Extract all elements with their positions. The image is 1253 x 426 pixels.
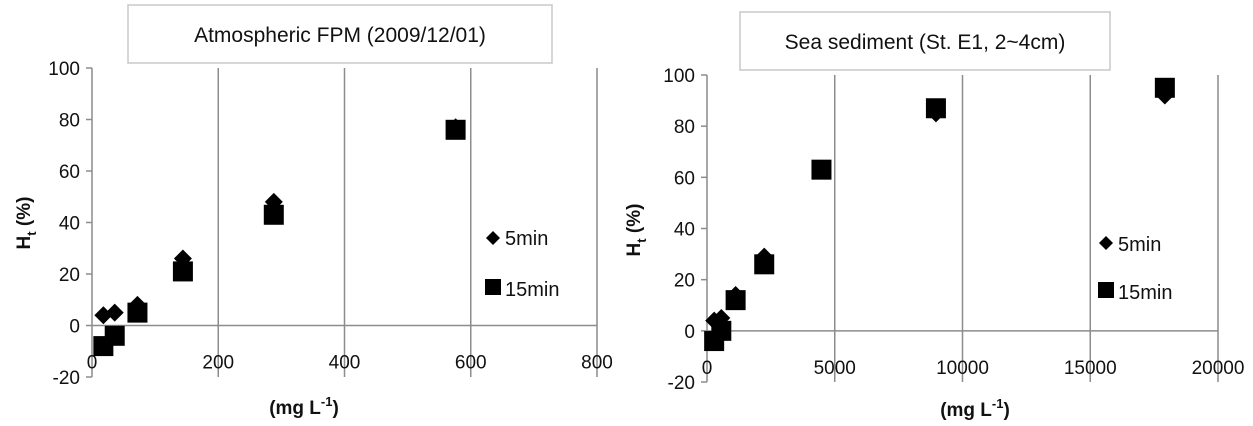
x-tick-label: 5000 xyxy=(814,358,856,379)
point-15min-17920 xyxy=(1154,77,1175,98)
x-axis-title: (mg L-1) xyxy=(269,394,339,419)
chart-sea-sediment: Sea sediment (St. E1, 2~4cm) 0 5000 10000 1… xyxy=(624,11,1245,421)
chart-title: Atmospheric FPM (2009/12/01) xyxy=(194,24,486,47)
y-tick-label: 60 xyxy=(59,162,80,183)
legend-marker-15min xyxy=(1098,282,1114,298)
y-axis-title-text: H xyxy=(624,243,645,257)
point-15min-72 xyxy=(127,302,148,323)
x-tick-label: 800 xyxy=(581,353,613,374)
y-axis-title-unit: (%) xyxy=(14,197,35,232)
x-tick-label: 600 xyxy=(455,353,487,374)
x-tick-label: 20000 xyxy=(1192,358,1245,379)
point-15min-2240 xyxy=(754,254,775,275)
x-axis-title-text: (mg L xyxy=(269,398,321,419)
y-axis-title-sub: t xyxy=(634,238,649,243)
y-tick-label: 100 xyxy=(663,66,695,87)
x-axis-title-end: ) xyxy=(332,398,338,419)
y-tick-label: -20 xyxy=(53,368,80,389)
legend-marker-5min xyxy=(486,231,500,245)
y-tick-label: 80 xyxy=(674,117,695,138)
point-15min-8960 xyxy=(925,98,946,119)
legend-marker-15min xyxy=(485,279,501,295)
point-15min-144 xyxy=(172,261,193,282)
y-tick-label: 80 xyxy=(59,111,80,132)
x-tick-label: 10000 xyxy=(936,358,989,379)
y-tick-label: 40 xyxy=(59,214,80,235)
legend-marker-5min xyxy=(1099,236,1113,250)
point-15min-4480 xyxy=(811,159,832,180)
y-tick-label: 60 xyxy=(674,168,695,189)
x-gridlines xyxy=(834,75,1219,382)
legend-label-15min: 15min xyxy=(505,279,559,301)
x-tick-label: 400 xyxy=(329,353,361,374)
x-axis-title: (mg L-1) xyxy=(940,396,1010,421)
chart-title-box xyxy=(127,4,553,64)
y-axis-title: Ht (%) xyxy=(624,204,649,257)
chart-title-box xyxy=(739,11,1111,71)
x-axis-title-sup: -1 xyxy=(321,394,333,409)
legend-label-15min: 15min xyxy=(1118,282,1172,304)
y-axis-title-unit: (%) xyxy=(624,204,645,239)
x-tick-label: 200 xyxy=(202,353,234,374)
y-axis-title-sub: t xyxy=(24,231,39,236)
legend-label-5min: 5min xyxy=(505,228,548,250)
legend-label-5min: 5min xyxy=(1118,234,1161,256)
y-tick-label: 0 xyxy=(684,322,695,343)
x-tick-labels: 0 5000 10000 15000 20000 xyxy=(702,358,1245,379)
point-5min-36 xyxy=(105,303,124,322)
point-15min-36 xyxy=(104,325,125,346)
y-tick-labels: -20 0 20 40 60 80 100 xyxy=(48,59,80,389)
point-15min-288 xyxy=(263,204,284,225)
y-axis-title-text: H xyxy=(14,236,35,250)
y-tick-label: 20 xyxy=(674,271,695,292)
chart-atmospheric-fpm: Atmospheric FPM (2009/12/01) 0 200 400 600 8… xyxy=(14,4,613,419)
data-points xyxy=(93,118,466,357)
point-15min-1120 xyxy=(725,290,746,311)
y-tick-labels: -20 0 20 40 60 80 100 xyxy=(663,66,695,394)
x-axis-title-sup: -1 xyxy=(992,396,1004,411)
legend: 5min 15min xyxy=(485,228,559,301)
y-tick-label: -20 xyxy=(668,373,695,394)
x-tick-labels: 0 200 400 600 800 xyxy=(87,353,613,374)
x-axis-title-text: (mg L xyxy=(940,400,992,421)
point-15min-576 xyxy=(445,119,466,140)
y-tick-label: 100 xyxy=(48,59,80,80)
x-tick-label: 0 xyxy=(702,358,713,379)
x-axis-title-end: ) xyxy=(1003,400,1009,421)
axes xyxy=(86,67,597,378)
legend: 5min 15min xyxy=(1098,234,1172,304)
x-tick-label: 15000 xyxy=(1064,358,1117,379)
y-axis-title: Ht (%) xyxy=(14,197,39,250)
x-tick-label: 0 xyxy=(87,353,98,374)
y-tick-label: 20 xyxy=(59,265,80,286)
data-points xyxy=(704,77,1175,352)
point-15min-560 xyxy=(711,320,732,341)
chart-title: Sea sediment (St. E1, 2~4cm) xyxy=(785,31,1066,54)
axes xyxy=(701,74,1218,383)
y-tick-label: 40 xyxy=(674,220,695,241)
y-tick-label: 0 xyxy=(69,317,80,338)
